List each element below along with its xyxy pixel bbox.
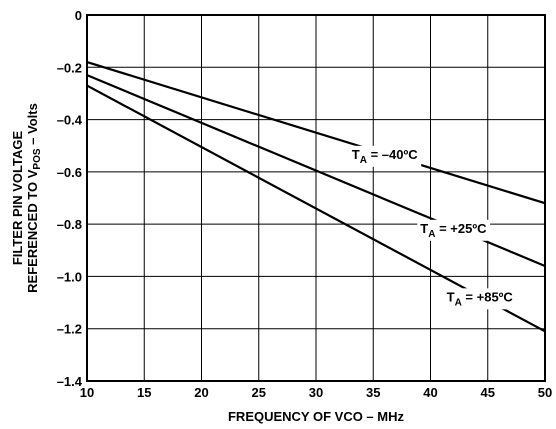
- x-tick-label: 25: [252, 385, 266, 400]
- y-axis-title: FILTER PIN VOLTAGE REFERENCED TO VPOS – …: [10, 103, 43, 293]
- series-label-1: TA = –40ºC: [348, 145, 422, 167]
- series-label-3: TA = +85ºC: [443, 288, 517, 310]
- x-tick-label: 35: [366, 385, 380, 400]
- x-tick-labels: 10 15 20 25 30 35 40 45 50: [80, 385, 552, 400]
- series-label-bg: [348, 145, 422, 167]
- y-tick-label: –0.8: [57, 217, 82, 232]
- x-tick-label: 20: [194, 385, 208, 400]
- x-tick-label: 15: [137, 385, 151, 400]
- y-tick-label: –0.2: [57, 60, 82, 75]
- y-tick-label: –1.4: [57, 374, 83, 389]
- y-tick-label: –0.4: [57, 113, 83, 128]
- y-axis-title-line1: FILTER PIN VOLTAGE: [10, 131, 25, 266]
- x-axis-title: FREQUENCY OF VCO – MHz: [228, 409, 405, 424]
- y-tick-label: –1.0: [57, 269, 82, 284]
- y-tick-label: 0: [75, 8, 82, 23]
- series-label-text: TA = –40ºC: [352, 147, 418, 166]
- x-tick-label: 40: [423, 385, 437, 400]
- series-label-bg: [417, 219, 491, 241]
- x-tick-label: 30: [309, 385, 323, 400]
- y-tick-labels: 0 –0.2 –0.4 –0.6 –0.8 –1.0 –1.2 –1.4: [57, 8, 83, 389]
- series-label-text: TA = +85ºC: [447, 289, 514, 308]
- plot-frame: [86, 14, 546, 382]
- y-tick-label: –1.2: [57, 322, 82, 337]
- y-axis-title-line2: REFERENCED TO VPOS – Volts: [25, 103, 43, 293]
- series-label-2: TA = +25ºC: [417, 219, 491, 241]
- x-tick-label: 50: [538, 385, 552, 400]
- x-tick-label: 10: [80, 385, 94, 400]
- series-line-1: [86, 61, 546, 205]
- series-label-text: TA = +25ºC: [420, 221, 487, 240]
- y-tick-label: –0.6: [57, 165, 82, 180]
- series-labels: TA = –40ºC TA = +25ºC TA = +85ºC: [348, 145, 517, 310]
- x-tick-label: 45: [481, 385, 495, 400]
- series-label-bg: [443, 288, 517, 310]
